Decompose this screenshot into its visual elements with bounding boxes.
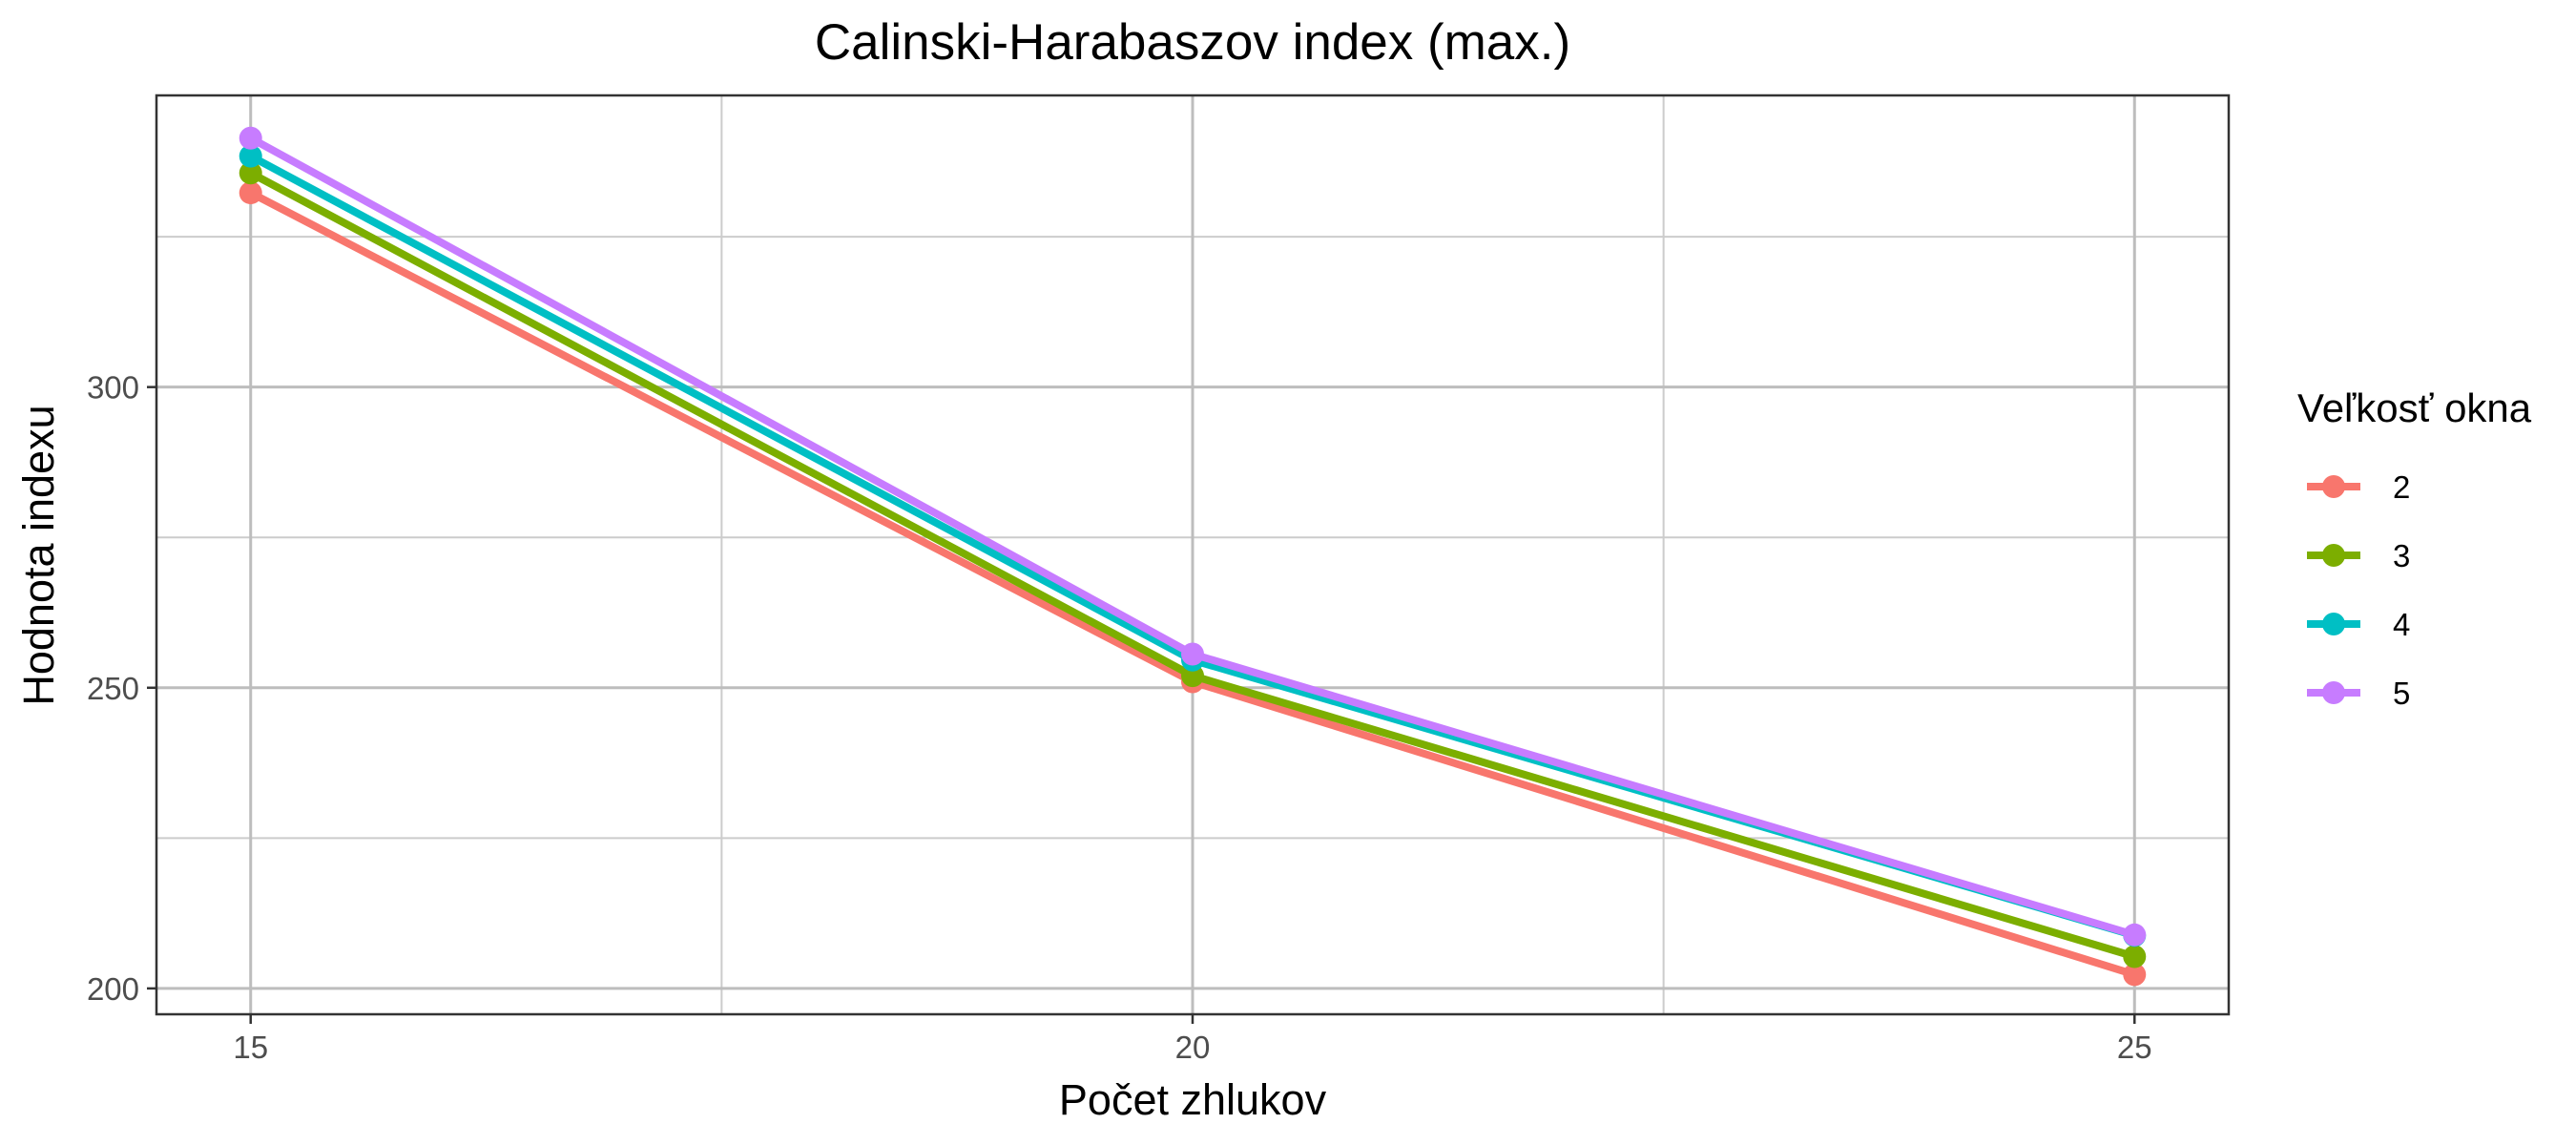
series-layer: [239, 126, 2147, 987]
legend-label: 5: [2393, 676, 2410, 711]
legend-key-point: [2322, 475, 2345, 498]
data-point: [239, 161, 262, 185]
legend-key-point: [2322, 681, 2345, 704]
legend-label: 2: [2393, 469, 2410, 505]
x-axis-title: Počet zhlukov: [1059, 1075, 1327, 1124]
y-tick-label: 200: [87, 971, 139, 1007]
data-point: [2123, 963, 2147, 987]
x-tick-label: 15: [233, 1030, 268, 1065]
data-point: [239, 181, 262, 205]
data-point: [2123, 945, 2147, 968]
data-point: [239, 144, 262, 168]
legend-key-4: [2307, 613, 2360, 635]
data-point: [1181, 642, 1204, 666]
y-axis: 200 250 300: [87, 370, 156, 1007]
x-tick-label: 25: [2117, 1030, 2152, 1065]
y-tick-label: 300: [87, 370, 139, 406]
data-point: [2123, 923, 2147, 947]
legend-title: Veľkosť okna: [2297, 385, 2532, 430]
legend-label: 3: [2393, 538, 2410, 573]
grid: [156, 95, 2229, 1014]
data-point: [239, 126, 262, 150]
legend-key-3: [2307, 544, 2360, 567]
legend-label: 4: [2393, 607, 2410, 642]
series-5: [239, 126, 2147, 947]
y-axis-title: Hodnota indexu: [14, 405, 63, 705]
x-axis: 15 20 25: [233, 1014, 2152, 1065]
chart-title: Calinski-Harabaszov index (max.): [815, 14, 1570, 71]
legend-key-point: [2322, 613, 2345, 635]
legend-key-5: [2307, 681, 2360, 704]
y-tick-label: 250: [87, 671, 139, 706]
legend: Veľkosť okna 2 3 4 5: [2297, 385, 2532, 711]
legend-key-2: [2307, 475, 2360, 498]
legend-key-point: [2322, 544, 2345, 567]
x-tick-label: 20: [1175, 1030, 1211, 1065]
